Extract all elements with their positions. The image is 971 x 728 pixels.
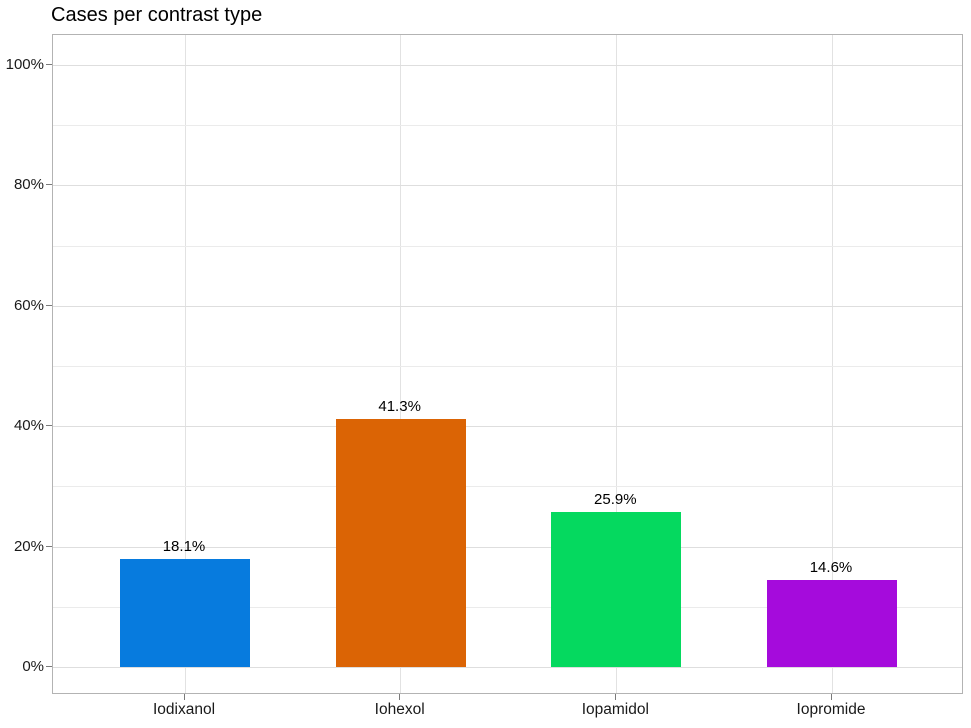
plot-area	[52, 34, 963, 694]
bar	[551, 511, 682, 668]
gridline-major	[53, 426, 962, 428]
gridline-major	[53, 65, 962, 66]
y-tick-label: 60%	[13, 296, 44, 314]
bar-value-label: 25.9%	[594, 490, 637, 508]
y-axis-tick	[46, 304, 52, 306]
bar-value-label: 18.1%	[162, 537, 206, 555]
bar	[767, 579, 897, 668]
x-tick-label: Iopromide	[796, 701, 866, 718]
bar	[335, 418, 466, 668]
y-tick-label: 100%	[5, 56, 44, 73]
x-axis-tick	[399, 694, 401, 700]
gridline-major	[53, 185, 962, 187]
y-axis-tick	[46, 425, 52, 427]
y-axis-tick	[46, 666, 52, 667]
x-tick-label: Iohexol	[374, 701, 425, 718]
gridline-vertical	[615, 35, 617, 693]
gridline-vertical	[400, 35, 402, 693]
y-axis-tick	[46, 64, 52, 65]
y-tick-label: 0%	[22, 658, 44, 675]
bar-value-label: 41.3%	[378, 397, 421, 415]
bar	[120, 558, 250, 668]
y-tick-label: 20%	[13, 537, 44, 555]
gridline-minor	[53, 125, 962, 127]
y-axis-tick	[46, 184, 52, 186]
y-tick-label: 40%	[13, 417, 44, 435]
x-tick-label: Iopamidol	[581, 701, 649, 718]
y-axis-tick	[46, 545, 52, 547]
gridline-minor	[53, 486, 962, 488]
x-tick-label: Iodixanol	[152, 701, 216, 718]
y-tick-label: 80%	[13, 176, 44, 194]
chart-title: Cases per contrast type	[51, 4, 263, 26]
gridline-major	[53, 667, 962, 668]
gridline-minor	[53, 245, 962, 247]
gridline-vertical	[184, 35, 186, 693]
x-axis-tick	[830, 694, 832, 700]
gridline-major	[53, 305, 962, 307]
gridline-vertical	[831, 35, 833, 693]
x-axis-tick	[614, 694, 616, 700]
gridline-minor	[53, 606, 962, 608]
gridline-major	[53, 546, 962, 548]
bar-value-label: 14.6%	[809, 558, 853, 576]
gridline-minor	[53, 366, 962, 367]
x-axis-tick	[183, 694, 185, 700]
